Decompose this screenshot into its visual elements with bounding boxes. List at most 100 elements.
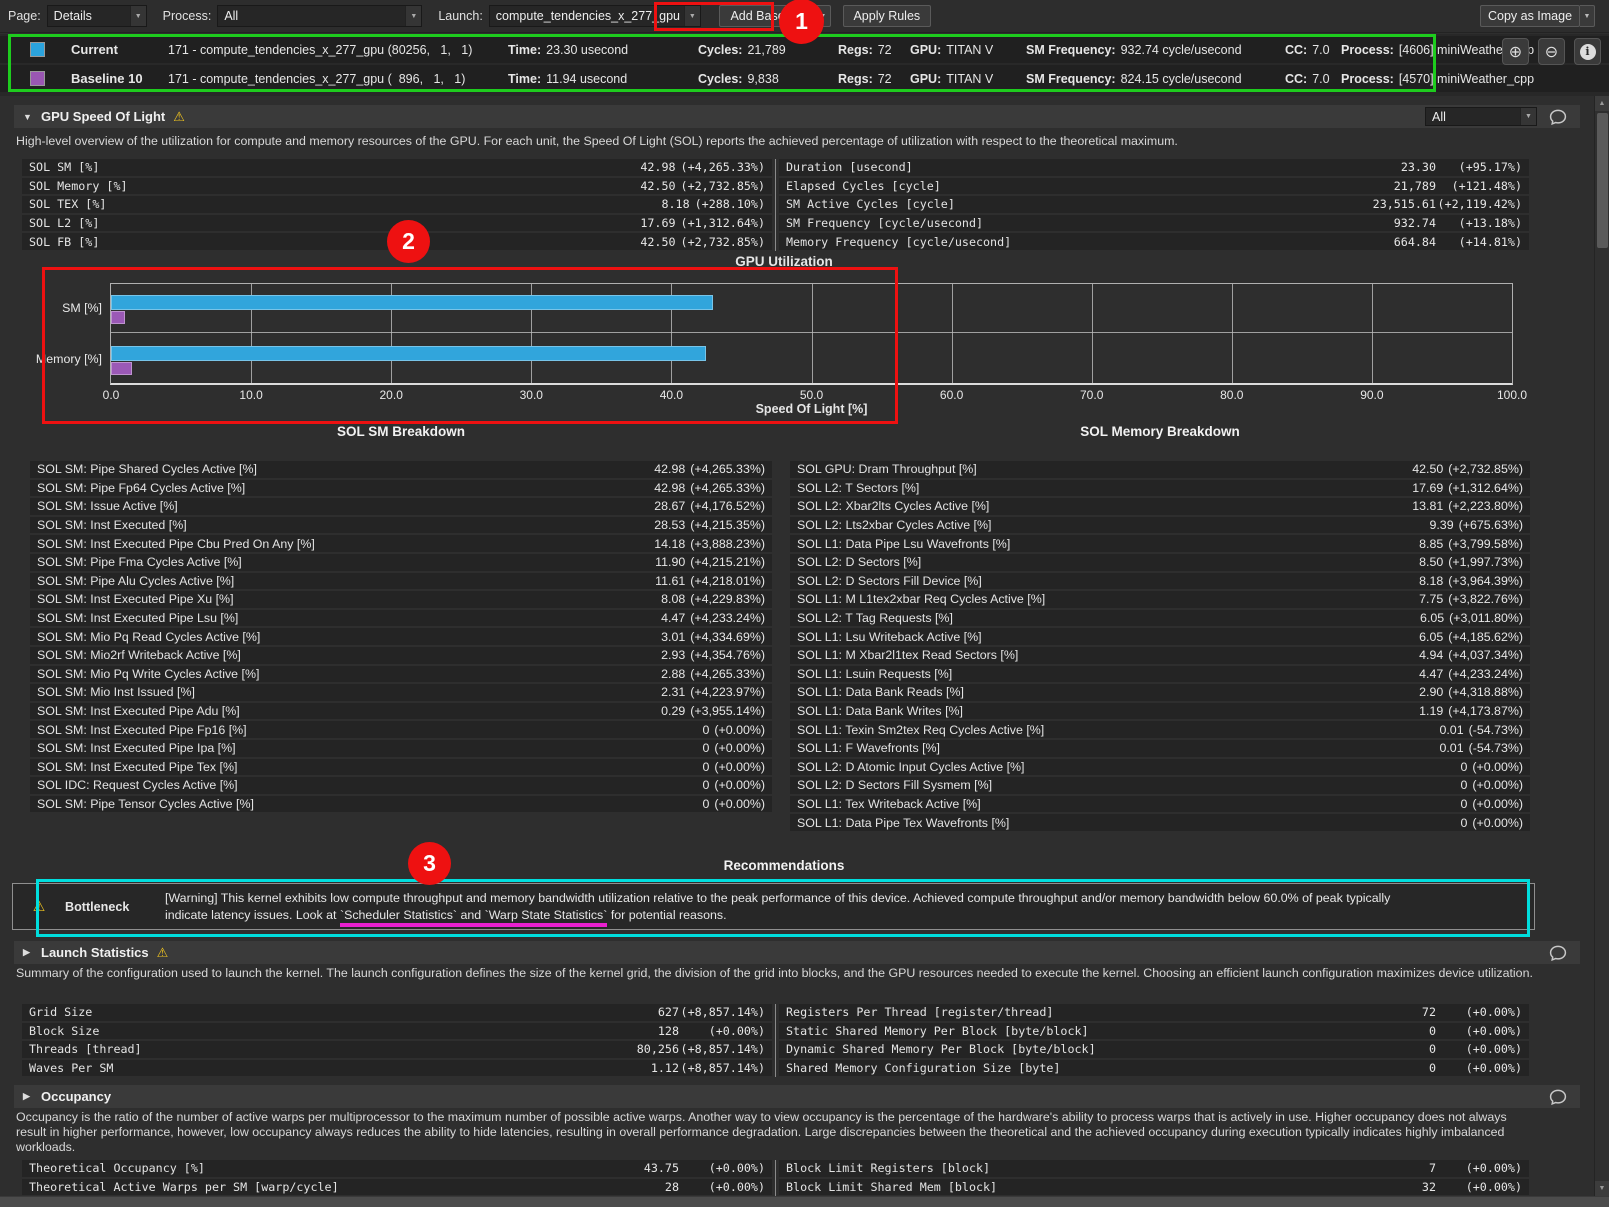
gridline xyxy=(111,332,1512,333)
row-label: SOL SM: Inst Executed Pipe Fp16 [%] xyxy=(37,722,247,737)
baseline-name: Current xyxy=(71,42,118,57)
process-combo[interactable]: All ▼ xyxy=(217,5,423,27)
zoom-in-button[interactable]: ⊕ xyxy=(1502,38,1529,65)
row-value-group: 7.75 (+3,822.76%) xyxy=(1419,592,1523,606)
row-value-group: 11.90 (+4,215.21%) xyxy=(655,555,765,569)
row-label: Threads [thread] xyxy=(29,1042,142,1057)
memory-breakdown-table: SOL GPU: Dram Throughput [%] 42.50 (+2,732… xyxy=(790,461,1530,833)
gridline xyxy=(951,284,953,383)
baseline-color-swatch xyxy=(30,71,45,86)
regs-value: 72 xyxy=(877,71,892,86)
comment-button[interactable] xyxy=(1545,107,1571,126)
row-value-group: 42.50 (+2,732.85%) xyxy=(640,235,765,249)
page-combo[interactable]: Details ▼ xyxy=(46,5,147,27)
copy-as-image-button[interactable]: Copy as Image xyxy=(1480,5,1580,27)
row-delta: (+8,857.14%) xyxy=(680,1042,765,1057)
zoom-out-button[interactable]: ⊖ xyxy=(1538,38,1565,65)
kernel-name: 171 - compute_tendencies_x_277_gpu ( 896… xyxy=(168,71,466,86)
bottom-strip xyxy=(0,1196,1609,1207)
row-delta: (+4,354.76%) xyxy=(690,648,765,663)
row-label: Theoretical Occupancy [%] xyxy=(29,1161,205,1176)
comment-button[interactable] xyxy=(1545,1087,1571,1106)
row-value: 0 xyxy=(1460,759,1468,774)
row-label: SOL L1: Lsuin Requests [%] xyxy=(797,666,953,681)
process-label: Process: xyxy=(1341,42,1394,57)
row-value-group: 0 (+0.00%) xyxy=(702,760,765,774)
table-row: SOL L1: Data Bank Reads [%] 2.90 (+4,318.8… xyxy=(790,684,1530,701)
section-header-launch-statistics[interactable]: ▶ Launch Statistics ⚠ xyxy=(14,941,1580,964)
apply-rules-button[interactable]: Apply Rules xyxy=(842,5,931,27)
copy-as-image-dropdown[interactable]: ▼ xyxy=(1580,5,1595,27)
chart-plot-area: 0.0 10.0 20.0 30.0 40.0 50.0 60.0 70.0 80.0 90.0 1… xyxy=(103,283,1527,402)
toolbar: Page: Details ▼ Process: All ▼ Launch: c… xyxy=(0,0,1609,33)
table-row: SOL L1: M Xbar2l1tex Read Sectors [%] 4.9… xyxy=(790,646,1530,664)
chart-bar-baseline xyxy=(111,362,132,375)
row-delta: (+4,037.34%) xyxy=(1448,648,1523,663)
gpu-value: TITAN V xyxy=(946,42,994,57)
current-kernel-row[interactable]: Current 171 - compute_tendencies_x_277_g… xyxy=(0,36,1609,63)
row-delta: (+4,265.33%) xyxy=(690,666,765,681)
row-label: SOL SM: Mio Pq Read Cycles Active [%] xyxy=(37,629,261,644)
section-title: Occupancy xyxy=(41,1089,112,1104)
sol-filter-combo[interactable]: All ▼ xyxy=(1425,107,1537,126)
scroll-up-button[interactable]: ▲ xyxy=(1595,96,1609,111)
row-delta: (+2,223.80%) xyxy=(1448,499,1523,514)
table-row: SOL SM: Mio Pq Read Cycles Active [%] 3.0… xyxy=(30,628,772,645)
row-value: 8.08 xyxy=(661,592,686,607)
row-value: 0 xyxy=(1460,796,1468,811)
row-value: 4.47 xyxy=(661,611,686,626)
regs-value: 72 xyxy=(877,42,892,57)
row-delta: (+0.00%) xyxy=(708,1023,765,1038)
table-row: SOL SM: Inst Executed [%] 28.53 (+4,215.35… xyxy=(30,516,772,534)
cc-value: 7.0 xyxy=(1312,42,1330,57)
table-row: Elapsed Cycles [cycle] 21,789 (+121.48%) xyxy=(779,177,1529,195)
row-label: SOL SM: Inst Executed Pipe Adu [%] xyxy=(37,704,240,719)
row-delta: (+0.00%) xyxy=(1472,759,1523,774)
row-value-group: 11.61 (+4,218.01%) xyxy=(655,574,765,588)
row-delta: (+4,185.62%) xyxy=(1448,629,1523,644)
row-value: 43.75 xyxy=(643,1161,679,1176)
row-label: SOL L2: Lts2xbar Cycles Active [%] xyxy=(797,518,992,533)
table-row: Dynamic Shared Memory Per Block [byte/bl… xyxy=(779,1041,1529,1058)
warning-icon: ⚠ xyxy=(156,944,169,960)
table-row: SOL SM: Mio Pq Write Cycles Active [%] 2.… xyxy=(30,665,772,683)
comment-button[interactable] xyxy=(1545,943,1571,962)
zoom-in-icon: ⊕ xyxy=(1508,43,1523,61)
cc-label: CC: xyxy=(1285,71,1308,86)
section-header-gpu-speed-of-light[interactable]: ▼ GPU Speed Of Light ⚠ All ▼ xyxy=(14,105,1580,128)
vertical-scrollbar[interactable]: ▲ ▼ xyxy=(1594,96,1609,1196)
gridline xyxy=(251,284,253,383)
memory-breakdown-title: SOL Memory Breakdown xyxy=(1080,424,1240,439)
bottleneck-rule-result[interactable]: ⚠ Bottleneck [Warning] This kernel exhib… xyxy=(12,883,1535,930)
row-value: 11.61 xyxy=(655,573,686,588)
row-delta: (+4,265.33%) xyxy=(690,462,765,477)
section-header-occupancy[interactable]: ▶ Occupancy xyxy=(14,1085,1580,1108)
recommendations-title: Recommendations xyxy=(723,858,845,873)
scroll-down-button[interactable]: ▼ xyxy=(1595,1181,1609,1196)
row-value: 0 xyxy=(702,778,710,793)
row-delta: (+3,955.14%) xyxy=(690,704,765,719)
row-value: 42.50 xyxy=(640,178,676,193)
add-baseline-button[interactable]: Add Baseline xyxy=(718,5,816,27)
scrollbar-thumb[interactable] xyxy=(1597,113,1608,248)
row-delta: (+4,334.69%) xyxy=(690,629,765,644)
x-tick-label: 20.0 xyxy=(379,388,403,402)
row-value: 28 xyxy=(664,1179,679,1194)
table-row: SOL L2: T Sectors [%] 17.69 (+1,312.64%) xyxy=(790,479,1530,497)
row-value-group: 0 (+0.00%) xyxy=(702,797,765,811)
launch-combo[interactable]: compute_tendencies_x_277_gpu ▼ xyxy=(488,5,701,27)
row-delta: (+0.00%) xyxy=(1472,796,1523,811)
info-button[interactable]: i xyxy=(1574,38,1601,65)
row-label: SOL L2: D Sectors [%] xyxy=(797,555,922,570)
table-row: SOL L2: D Atomic Input Cycles Active [%]… xyxy=(790,758,1530,776)
row-label: Block Limit Registers [block] xyxy=(786,1161,991,1176)
baseline-kernel-row[interactable]: Baseline 10 171 - compute_tendencies_x_2… xyxy=(0,65,1609,92)
table-row: SM Frequency [cycle/usecond] 932.74 (+13.1… xyxy=(779,214,1529,232)
row-delta: (+4,318.88%) xyxy=(1448,685,1523,700)
x-tick-label: 50.0 xyxy=(799,388,824,402)
highlighted-section-links: `Scheduler Statistics` and `Warp State S… xyxy=(339,907,608,927)
row-delta: (+14.81%) xyxy=(1458,234,1522,249)
row-delta: (+675.63%) xyxy=(1458,518,1523,533)
row-label: SOL SM: Pipe Tensor Cycles Active [%] xyxy=(37,796,254,811)
add-baseline-dropdown[interactable]: ▼ xyxy=(815,5,831,27)
